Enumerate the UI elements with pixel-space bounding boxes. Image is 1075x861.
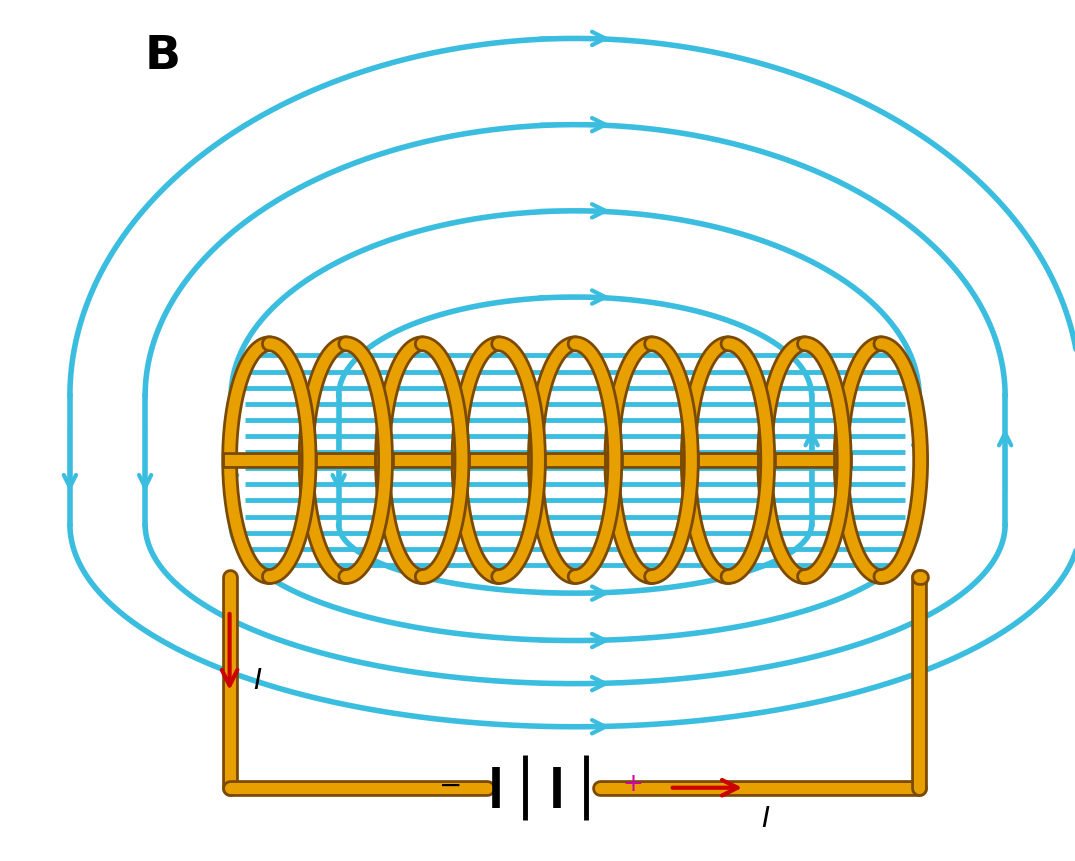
Text: $-$: $-$ — [439, 770, 460, 797]
Text: $I$: $I$ — [254, 666, 262, 694]
Text: $+$: $+$ — [622, 771, 642, 796]
Text: $\mathbf{B}$: $\mathbf{B}$ — [144, 33, 178, 79]
Text: $I$: $I$ — [761, 804, 771, 832]
